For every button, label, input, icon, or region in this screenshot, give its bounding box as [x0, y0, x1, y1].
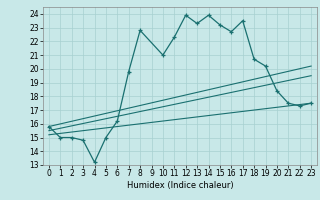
X-axis label: Humidex (Indice chaleur): Humidex (Indice chaleur): [127, 181, 233, 190]
